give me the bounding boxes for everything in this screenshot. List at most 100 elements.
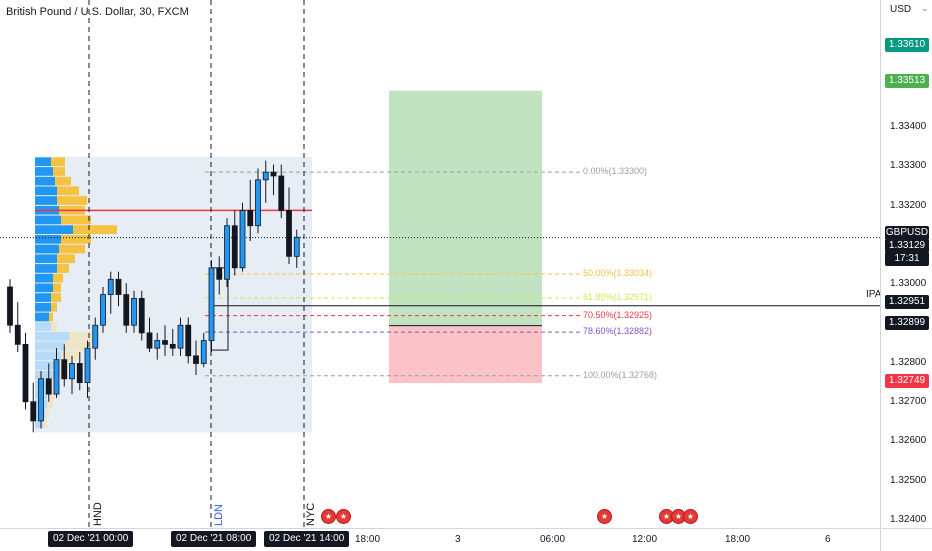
fib-level-label: 78.60%(1.32882)	[583, 326, 653, 337]
symbol-badge-label: GBPUSD	[885, 226, 929, 240]
position-target-zone	[389, 90, 542, 326]
price-tick: 1.32700	[890, 396, 927, 407]
candle-body	[270, 171, 277, 177]
candle-body	[169, 343, 176, 349]
volume-profile-bar	[47, 390, 55, 399]
candle-body	[255, 179, 261, 227]
volume-profile-bar	[57, 196, 87, 205]
volume-profile-bar	[35, 332, 69, 341]
volume-profile-bar	[35, 351, 61, 361]
time-badge-ldn: 02 Dec '21 08:00	[171, 531, 257, 547]
volume-profile-bar	[57, 264, 69, 273]
price-tick: 1.32500	[890, 475, 927, 486]
candle-body	[138, 298, 145, 334]
volume-profile-bar	[61, 215, 91, 225]
candle-body	[123, 294, 130, 326]
candle-body	[38, 378, 44, 422]
volume-profile-bar	[69, 332, 99, 341]
volume-profile-bar	[43, 419, 47, 429]
chart-area[interactable]: British Pound / U.S. Dollar, 30, FXCM 0.…	[0, 0, 880, 528]
time-tick: 6	[825, 534, 831, 545]
price-badge-target: 1.33513	[885, 74, 929, 88]
volume-profile-bar	[35, 341, 65, 351]
volume-profile-bar	[51, 293, 61, 302]
us-flag-icon[interactable]: ★	[659, 509, 674, 524]
candle-body	[107, 278, 114, 296]
chart-canvas[interactable]	[0, 0, 880, 528]
candle-body	[162, 340, 168, 345]
volume-profile-bar	[35, 176, 55, 186]
candle-body	[247, 210, 254, 227]
position-stop-zone	[389, 325, 542, 383]
candle-body	[69, 363, 75, 380]
price-axis[interactable]: USD ⌄ 1.33610 1.33513 1.33400 1.33300 1.…	[880, 0, 932, 528]
candle-body	[262, 171, 269, 181]
axis-menu-chevron-icon[interactable]: ⌄	[921, 3, 929, 13]
volume-profile-bar	[59, 244, 85, 254]
fib-level-label: 70.50%(1.32925)	[583, 309, 653, 320]
volume-profile-bar	[53, 273, 63, 283]
volume-profile-bar	[35, 167, 53, 176]
candle-body	[100, 294, 106, 326]
volume-profile-bar	[35, 273, 53, 283]
candle-body	[84, 347, 91, 384]
candle-body	[14, 324, 21, 345]
volume-profile-bar	[57, 254, 75, 264]
volume-profile-bar	[57, 186, 79, 196]
price-badge-stop: 1.32749	[885, 374, 929, 388]
time-badge-hnd: 02 Dec '21 00:00	[48, 531, 134, 547]
candle-body	[45, 378, 52, 395]
volume-profile-bar	[61, 234, 91, 244]
candle-body	[76, 363, 83, 384]
us-flag-icon[interactable]: ★	[321, 509, 336, 524]
time-tick: 3	[455, 534, 461, 545]
fib-level-label: 50.00%(1.33034)	[583, 267, 653, 278]
volume-profile-bar	[35, 312, 49, 322]
currency-label: USD	[890, 4, 912, 15]
price-tick: 1.32400	[890, 514, 927, 525]
chart-title: British Pound / U.S. Dollar, 30, FXCM	[6, 6, 189, 18]
candle-body	[208, 267, 215, 341]
candle-body	[286, 210, 292, 257]
volume-profile-bar	[35, 293, 51, 302]
volume-profile-bar	[35, 234, 61, 244]
price-tick: 1.32800	[890, 357, 927, 368]
candle-body	[216, 267, 223, 280]
time-axis[interactable]: 02 Dec '21 00:00 02 Dec '21 08:00 02 Dec…	[0, 528, 880, 551]
candle-body	[224, 225, 230, 280]
us-flag-icon[interactable]: ★	[336, 509, 351, 524]
candle-body	[131, 298, 137, 326]
symbol-badge-price: 1.33129	[885, 239, 929, 253]
volume-profile-bar	[51, 302, 57, 312]
price-badge-ipa: 1.32951	[885, 295, 929, 309]
candle-body	[61, 359, 68, 380]
volume-profile-bar	[47, 399, 53, 409]
volume-profile-bar	[35, 370, 53, 380]
us-flag-icon[interactable]: ★	[683, 509, 698, 524]
volume-profile-bar	[35, 186, 57, 196]
volume-profile-bar	[51, 322, 57, 332]
volume-profile-bar	[35, 361, 57, 370]
volume-profile-bar	[73, 225, 117, 234]
candle-body	[30, 401, 37, 422]
candle-body	[193, 355, 199, 364]
ipa-label: IPA	[866, 289, 880, 300]
volume-profile-bar	[49, 380, 57, 390]
price-tick: 1.33000	[890, 278, 927, 289]
time-badge-nyc: 02 Dec '21 14:00	[264, 531, 350, 547]
volume-profile-bar	[35, 264, 57, 273]
candle-body	[154, 340, 161, 349]
candle-body	[92, 324, 99, 349]
volume-profile-bar	[35, 254, 57, 264]
time-tick: 18:00	[355, 534, 381, 545]
candle-body	[231, 225, 238, 269]
us-flag-icon[interactable]: ★	[597, 509, 612, 524]
price-badge-entry: 1.32899	[885, 316, 929, 330]
candle-body	[146, 332, 153, 349]
candle-body	[185, 324, 192, 357]
time-tick: 18:00	[725, 534, 751, 545]
fib-level-label: 61.80%(1.32971)	[583, 292, 653, 303]
volume-profile-bar	[35, 419, 43, 429]
candle-body	[177, 324, 184, 349]
volume-profile-bar	[35, 302, 51, 312]
